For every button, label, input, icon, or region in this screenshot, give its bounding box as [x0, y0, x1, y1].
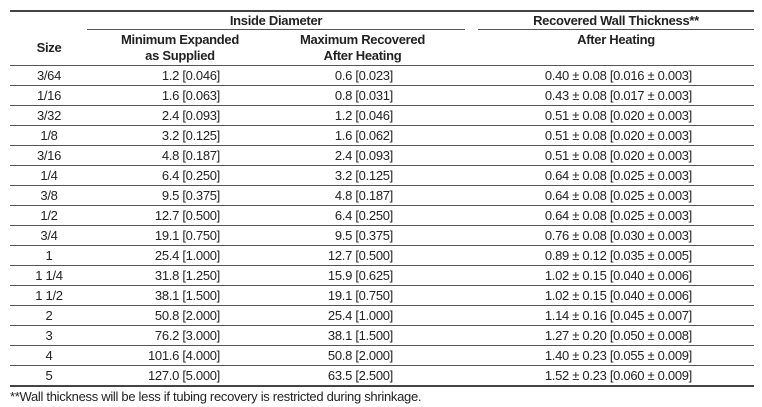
- header-line: as Supplied: [145, 48, 215, 63]
- cell-min-expanded: 50.8 [2.000]: [154, 308, 220, 323]
- cell-min-expanded: 2.4 [0.093]: [161, 108, 220, 123]
- cell-max-recovered: 2.4 [0.093]: [334, 148, 393, 163]
- table-row: 3/8 9.5 [0.375] 4.8 [0.187] 0.64 ± 0.08 [0.…: [10, 185, 754, 205]
- cell-size: 3/32: [36, 108, 62, 123]
- header-wall-after: After Heating: [577, 32, 655, 47]
- header-max-recovered: Maximum Recovered After Heating: [280, 32, 445, 64]
- cell-max-recovered: 4.8 [0.187]: [334, 188, 393, 203]
- header-inside-diameter: Inside Diameter: [229, 13, 323, 28]
- table-row: 1/4 6.4 [0.250] 3.2 [0.125] 0.64 ± 0.08 [0.…: [10, 165, 754, 185]
- cell-wall-thickness: 0.89 ± 0.12 [0.035 ± 0.005]: [544, 248, 692, 263]
- table-row: 1/8 3.2 [0.125] 1.6 [0.062] 0.51 ± 0.08 [0.…: [10, 125, 754, 145]
- cell-size: 3: [45, 328, 53, 343]
- table-row: 1 1/4 31.8 [1.250] 15.9 [0.625] 1.02 ± 0.15…: [10, 265, 754, 285]
- table-row: 1/2 12.7 [0.500] 6.4 [0.250] 0.64 ± 0.08 [0…: [10, 205, 754, 225]
- cell-max-recovered: 0.6 [0.023]: [334, 68, 393, 83]
- cell-max-recovered: 1.6 [0.062]: [334, 128, 393, 143]
- table-row: 1 1/2 38.1 [1.500] 19.1 [0.750] 1.02 ± 0.15…: [10, 285, 754, 305]
- cell-min-expanded: 3.2 [0.125]: [161, 128, 220, 143]
- cell-min-expanded: 1.2 [0.046]: [161, 68, 220, 83]
- cell-min-expanded: 25.4 [1.000]: [154, 248, 220, 263]
- table-row: 3/32 2.4 [0.093] 1.2 [0.046] 0.51 ± 0.08 [0…: [10, 105, 754, 125]
- header-line: Minimum Expanded: [121, 32, 239, 47]
- cell-max-recovered: 15.9 [0.625]: [327, 268, 393, 283]
- cell-wall-thickness: 0.51 ± 0.08 [0.020 ± 0.003]: [544, 128, 692, 143]
- cell-min-expanded: 38.1 [1.500]: [154, 288, 220, 303]
- cell-max-recovered: 6.4 [0.250]: [334, 208, 393, 223]
- cell-size: 1: [45, 248, 53, 263]
- table-row: 1/16 1.6 [0.063] 0.8 [0.031] 0.43 ± 0.08 [0…: [10, 85, 754, 105]
- cell-max-recovered: 63.5 [2.500]: [327, 368, 393, 383]
- cell-size: 1/16: [36, 88, 62, 103]
- cell-wall-thickness: 0.51 ± 0.08 [0.020 ± 0.003]: [544, 148, 692, 163]
- header-line: After Heating: [323, 48, 402, 63]
- cell-min-expanded: 127.0 [5.000]: [148, 368, 220, 383]
- table-row: 3/4 19.1 [0.750] 9.5 [0.375] 0.76 ± 0.08 [0…: [10, 225, 754, 245]
- header-line: Maximum Recovered: [300, 32, 425, 47]
- cell-size: 3/64: [36, 68, 62, 83]
- table-row: 3/16 4.8 [0.187] 2.4 [0.093] 0.51 ± 0.08 [0…: [10, 145, 754, 165]
- table-row: 3 76.2 [3.000] 38.1 [1.500] 1.27 ± 0.20 [0.…: [10, 325, 754, 345]
- table-row: 4 101.6 [4.000] 50.8 [2.000] 1.40 ± 0.23 [0…: [10, 345, 754, 365]
- cell-wall-thickness: 0.51 ± 0.08 [0.020 ± 0.003]: [544, 108, 692, 123]
- cell-max-recovered: 3.2 [0.125]: [334, 168, 393, 183]
- cell-size: 3/4: [40, 228, 58, 243]
- header-size: Size: [36, 40, 62, 55]
- cell-min-expanded: 1.6 [0.063]: [161, 88, 220, 103]
- cell-wall-thickness: 0.64 ± 0.08 [0.025 ± 0.003]: [544, 168, 692, 183]
- header-wall-thickness: Recovered Wall Thickness**: [533, 13, 699, 28]
- header-group-rule: [87, 29, 465, 30]
- cell-size: 4: [45, 348, 53, 363]
- cell-min-expanded: 76.2 [3.000]: [154, 328, 220, 343]
- cell-size: 1/4: [40, 168, 58, 183]
- cell-min-expanded: 101.6 [4.000]: [148, 348, 220, 363]
- cell-wall-thickness: 0.40 ± 0.08 [0.016 ± 0.003]: [544, 68, 692, 83]
- header-group-rule: [478, 29, 754, 30]
- cell-min-expanded: 4.8 [0.187]: [161, 148, 220, 163]
- cell-size: 1 1/4: [35, 268, 63, 283]
- header-min-expanded: Minimum Expanded as Supplied: [105, 32, 255, 64]
- cell-size: 3/16: [36, 148, 62, 163]
- cell-min-expanded: 6.4 [0.250]: [161, 168, 220, 183]
- cell-wall-thickness: 1.40 ± 0.23 [0.055 ± 0.009]: [544, 348, 692, 363]
- cell-wall-thickness: 1.27 ± 0.20 [0.050 ± 0.008]: [544, 328, 692, 343]
- table-row: 5 127.0 [5.000] 63.5 [2.500] 1.52 ± 0.23 [0…: [10, 365, 754, 387]
- cell-min-expanded: 9.5 [0.375]: [161, 188, 220, 203]
- cell-wall-thickness: 1.02 ± 0.15 [0.040 ± 0.006]: [544, 288, 692, 303]
- cell-size: 2: [45, 308, 53, 323]
- cell-max-recovered: 38.1 [1.500]: [327, 328, 393, 343]
- cell-wall-thickness: 0.76 ± 0.08 [0.030 ± 0.003]: [544, 228, 692, 243]
- cell-wall-thickness: 0.64 ± 0.08 [0.025 ± 0.003]: [544, 208, 692, 223]
- cell-size: 1/8: [40, 128, 58, 143]
- table-top-rule: [10, 10, 754, 12]
- cell-max-recovered: 19.1 [0.750]: [327, 288, 393, 303]
- cell-wall-thickness: 1.14 ± 0.16 [0.045 ± 0.007]: [544, 308, 692, 323]
- cell-min-expanded: 12.7 [0.500]: [154, 208, 220, 223]
- table-row: 3/64 1.2 [0.046] 0.6 [0.023] 0.40 ± 0.08 [0…: [10, 65, 754, 85]
- cell-max-recovered: 0.8 [0.031]: [334, 88, 393, 103]
- cell-max-recovered: 25.4 [1.000]: [327, 308, 393, 323]
- cell-min-expanded: 19.1 [0.750]: [154, 228, 220, 243]
- cell-max-recovered: 9.5 [0.375]: [334, 228, 393, 243]
- cell-min-expanded: 31.8 [1.250]: [154, 268, 220, 283]
- cell-max-recovered: 1.2 [0.046]: [334, 108, 393, 123]
- cell-size: 3/8: [40, 188, 58, 203]
- cell-max-recovered: 50.8 [2.000]: [327, 348, 393, 363]
- cell-size: 5: [45, 368, 53, 383]
- cell-wall-thickness: 1.52 ± 0.23 [0.060 ± 0.009]: [544, 368, 692, 383]
- table-row: 2 50.8 [2.000] 25.4 [1.000] 1.14 ± 0.16 [0.…: [10, 305, 754, 325]
- cell-wall-thickness: 0.64 ± 0.08 [0.025 ± 0.003]: [544, 188, 692, 203]
- cell-size: 1 1/2: [35, 288, 63, 303]
- cell-max-recovered: 12.7 [0.500]: [327, 248, 393, 263]
- table-row: 1 25.4 [1.000] 12.7 [0.500] 0.89 ± 0.12 [0.…: [10, 245, 754, 265]
- table-body: 3/64 1.2 [0.046] 0.6 [0.023] 0.40 ± 0.08 [0…: [10, 65, 754, 387]
- cell-wall-thickness: 1.02 ± 0.15 [0.040 ± 0.006]: [544, 268, 692, 283]
- cell-wall-thickness: 0.43 ± 0.08 [0.017 ± 0.003]: [544, 88, 692, 103]
- cell-size: 1/2: [40, 208, 58, 223]
- footnote: **Wall thickness will be less if tubing …: [10, 389, 422, 404]
